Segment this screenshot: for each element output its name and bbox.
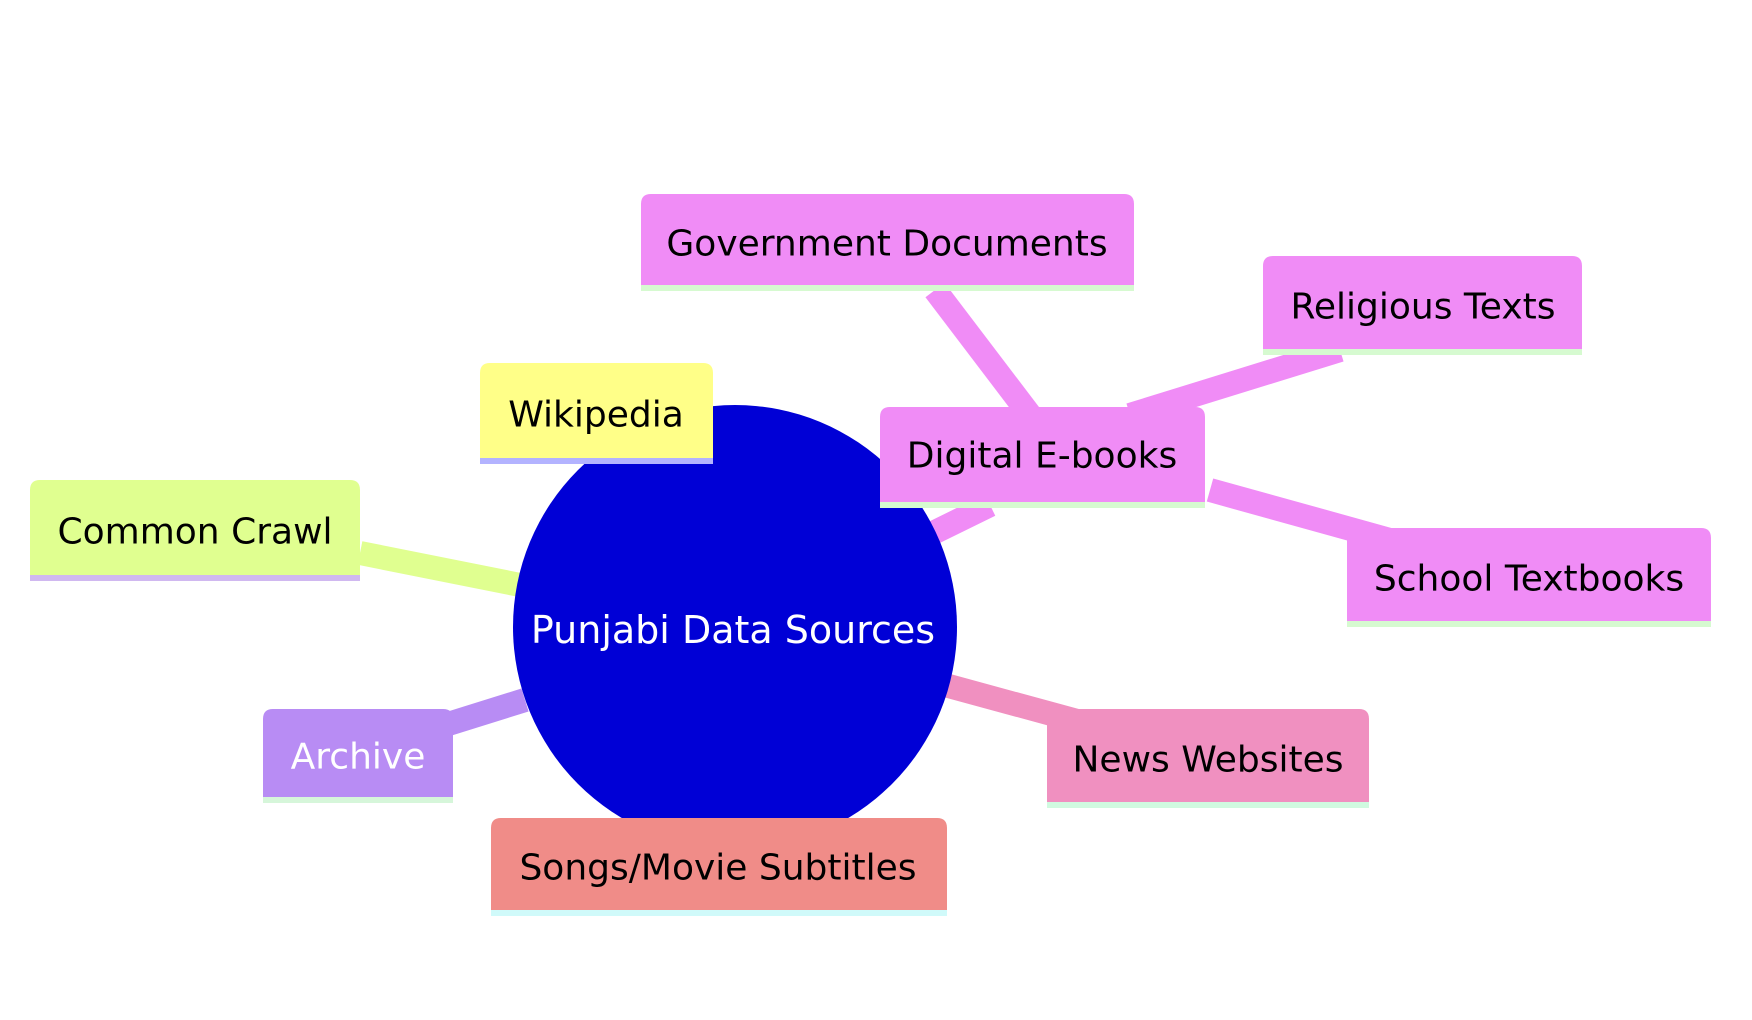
- edge-root-common-crawl: [357, 541, 523, 597]
- root-node: Punjabi Data Sources: [513, 405, 957, 849]
- node-archive-label: Archive: [291, 737, 426, 778]
- edge-ebooks-government-documents: [925, 282, 1040, 423]
- node-digital-ebooks-label: Digital E-books: [907, 436, 1177, 477]
- node-government-documents: Government Documents: [641, 194, 1134, 291]
- node-digital-ebooks-underline: [880, 502, 1205, 508]
- edge-root-digital-ebooks: [929, 494, 996, 543]
- node-religious-texts-box: [1263, 256, 1582, 349]
- node-school-textbooks-label: School Textbooks: [1374, 559, 1684, 600]
- node-archive-underline: [263, 797, 453, 803]
- mindmap-edges: [357, 282, 1394, 742]
- node-common-crawl-label: Common Crawl: [57, 512, 332, 553]
- node-digital-ebooks-box: [880, 407, 1205, 502]
- node-religious-texts-label: Religious Texts: [1290, 287, 1555, 328]
- node-religious-texts-underline: [1263, 349, 1582, 355]
- node-archive-box: [263, 709, 453, 797]
- node-government-documents-underline: [641, 285, 1134, 291]
- node-school-textbooks: School Textbooks: [1347, 528, 1711, 627]
- node-school-textbooks-underline: [1347, 621, 1711, 627]
- node-religious-texts: Religious Texts: [1263, 256, 1582, 355]
- node-songs-subtitles-underline: [491, 910, 947, 916]
- node-common-crawl-box: [30, 480, 360, 575]
- node-news-websites-box: [1047, 709, 1369, 802]
- node-news-websites: News Websites: [1047, 709, 1369, 808]
- node-wikipedia: Wikipedia: [480, 363, 713, 464]
- node-wikipedia-underline: [480, 458, 713, 464]
- node-digital-ebooks: Digital E-books: [880, 407, 1205, 508]
- node-wikipedia-box: [480, 363, 713, 458]
- node-government-documents-box: [641, 194, 1134, 285]
- node-government-documents-label: Government Documents: [666, 224, 1107, 265]
- edge-ebooks-religious-texts: [1126, 338, 1344, 427]
- node-common-crawl-underline: [30, 575, 360, 581]
- edge-root-archive: [441, 688, 529, 737]
- node-songs-subtitles: Songs/Movie Subtitles: [491, 818, 947, 916]
- root-circle: [513, 405, 957, 849]
- node-news-websites-label: News Websites: [1073, 740, 1344, 781]
- node-songs-subtitles-box: [491, 818, 947, 910]
- node-common-crawl: Common Crawl: [30, 480, 360, 581]
- node-news-websites-underline: [1047, 802, 1369, 808]
- node-archive: Archive: [263, 709, 453, 803]
- root-label: Punjabi Data Sources: [531, 608, 935, 652]
- node-songs-subtitles-label: Songs/Movie Subtitles: [519, 848, 916, 889]
- node-wikipedia-label: Wikipedia: [508, 395, 684, 436]
- node-school-textbooks-box: [1347, 528, 1711, 621]
